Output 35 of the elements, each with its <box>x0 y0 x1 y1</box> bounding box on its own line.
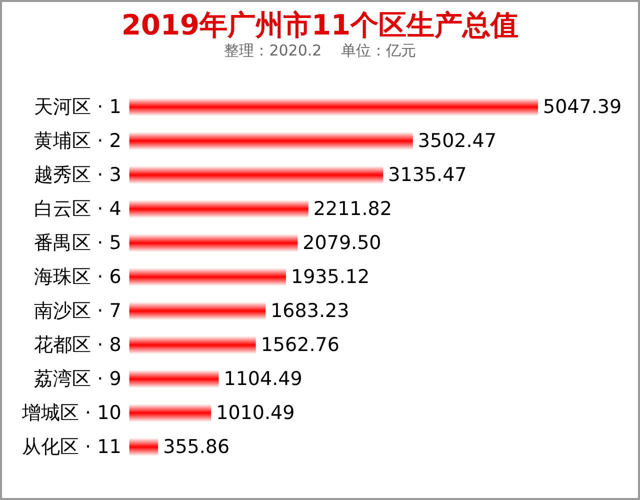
y-tick-label: 白云区 · 4 <box>34 198 122 220</box>
data-label: 1683.23 <box>270 300 350 322</box>
data-label: 5047.39 <box>543 96 622 118</box>
data-label: 2079.50 <box>302 232 382 254</box>
bar <box>129 302 266 320</box>
chart-title: 2019年广州市11个区生产总值 <box>122 8 518 42</box>
data-label: 355.86 <box>163 436 230 458</box>
y-tick-label: 从化区 · 11 <box>22 436 122 458</box>
y-tick-label: 荔湾区 · 9 <box>34 368 122 390</box>
data-label: 1010.49 <box>216 402 295 424</box>
chart-subtitle: 整理：2020.2 单位：亿元 <box>224 42 416 60</box>
data-label: 2211.82 <box>313 198 392 220</box>
data-label: 1562.76 <box>260 334 340 356</box>
data-label: 1104.49 <box>224 368 302 390</box>
data-label: 3135.47 <box>388 164 467 186</box>
bar <box>129 370 219 388</box>
bar <box>129 98 538 116</box>
y-tick-label: 番禺区 · 5 <box>34 232 122 254</box>
y-tick-label: 海珠区 · 6 <box>34 266 122 288</box>
bar <box>129 200 308 218</box>
bar <box>129 132 413 150</box>
bar <box>129 438 158 456</box>
bar <box>129 234 298 252</box>
y-tick-label: 越秀区 · 3 <box>34 164 122 186</box>
y-tick-label: 黄埔区 · 2 <box>34 130 122 152</box>
data-label: 3502.47 <box>418 130 496 152</box>
bar <box>129 336 256 354</box>
y-tick-label: 增城区 · 10 <box>21 402 122 424</box>
data-label: 1935.12 <box>290 266 370 288</box>
y-tick-label: 花都区 · 8 <box>34 334 122 356</box>
bar <box>129 166 384 184</box>
y-tick-label: 南沙区 · 7 <box>34 300 122 322</box>
y-tick-label: 天河区 · 1 <box>34 96 122 118</box>
bar <box>129 404 212 422</box>
bar <box>129 268 286 286</box>
